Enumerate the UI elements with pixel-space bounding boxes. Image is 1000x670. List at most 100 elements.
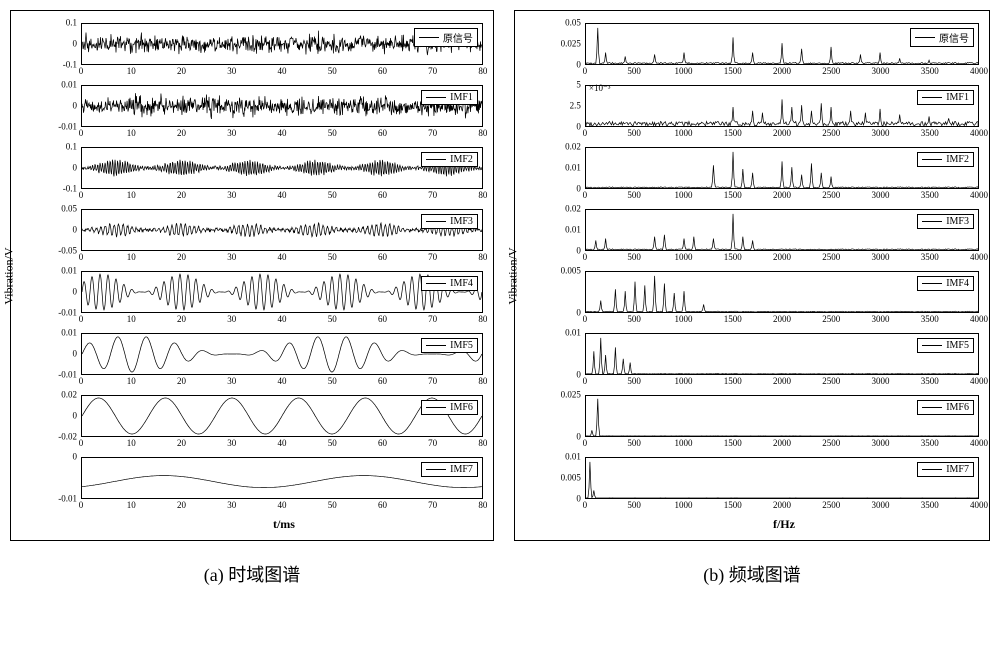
x-ticks: 01020304050607080 bbox=[81, 191, 483, 203]
y-tick-label: -0.01 bbox=[58, 309, 77, 318]
legend-box: IMF5 bbox=[917, 338, 974, 353]
x-tick-label: 70 bbox=[428, 129, 437, 138]
legend-box: IMF7 bbox=[421, 462, 478, 477]
plot-area: IMF1 bbox=[81, 85, 483, 127]
legend-box: IMF5 bbox=[421, 338, 478, 353]
y-ticks: 00.010.02 bbox=[549, 147, 583, 189]
plot-area: IMF2 bbox=[585, 147, 979, 189]
x-tick-label: 60 bbox=[378, 501, 387, 510]
x-tick-label: 500 bbox=[627, 67, 641, 76]
x-tick-label: 30 bbox=[227, 253, 236, 262]
y-ticks: -0.0200.02 bbox=[45, 395, 79, 437]
legend-line-sample bbox=[426, 283, 446, 284]
x-ticks: 05001000150020002500300035004000 bbox=[585, 191, 979, 203]
x-ticks: 05001000150020002500300035004000 bbox=[585, 129, 979, 141]
y-ticks: 02.55 bbox=[549, 85, 583, 127]
y-tick-label: 0.01 bbox=[565, 226, 581, 235]
x-tick-label: 1500 bbox=[724, 253, 742, 262]
plot-area: IMF6 bbox=[81, 395, 483, 437]
x-ticks: 05001000150020002500300035004000 bbox=[585, 253, 979, 265]
subplot: -0.0500.05IMF301020304050607080 bbox=[45, 205, 487, 265]
legend-box: IMF2 bbox=[917, 152, 974, 167]
x-tick-label: 2000 bbox=[773, 439, 791, 448]
y-tick-label: -0.02 bbox=[58, 433, 77, 442]
x-tick-label: 500 bbox=[627, 501, 641, 510]
subplot: 00.010.02IMF2050010001500200025003000350… bbox=[549, 143, 983, 203]
legend-label: IMF2 bbox=[450, 154, 473, 165]
y-tick-label: 0 bbox=[73, 412, 78, 421]
legend-label: IMF7 bbox=[450, 464, 473, 475]
x-tick-label: 40 bbox=[277, 501, 286, 510]
legend-label: IMF7 bbox=[946, 464, 969, 475]
caption-a: (a) 时域图谱 bbox=[10, 561, 494, 587]
legend-label: 原信号 bbox=[939, 30, 969, 45]
y-tick-label: 0.01 bbox=[61, 329, 77, 338]
x-tick-label: 30 bbox=[227, 129, 236, 138]
x-tick-label: 80 bbox=[478, 253, 487, 262]
x-tick-label: 2500 bbox=[822, 129, 840, 138]
x-ticks: 01020304050607080 bbox=[81, 67, 483, 79]
x-tick-label: 4000 bbox=[970, 253, 988, 262]
x-tick-label: 20 bbox=[177, 439, 186, 448]
legend-label: IMF4 bbox=[450, 278, 473, 289]
x-tick-label: 4000 bbox=[970, 315, 988, 324]
x-tick-label: 0 bbox=[583, 439, 588, 448]
y-tick-label: 0 bbox=[576, 495, 581, 504]
x-tick-label: 3000 bbox=[871, 67, 889, 76]
legend-box: 原信号 bbox=[910, 28, 974, 47]
y-tick-label: -0.01 bbox=[58, 371, 77, 380]
plot-area: IMF3 bbox=[585, 209, 979, 251]
x-tick-label: 20 bbox=[177, 129, 186, 138]
subplot: -0.010IMF701020304050607080 bbox=[45, 453, 487, 513]
x-tick-label: 2500 bbox=[822, 253, 840, 262]
x-tick-label: 0 bbox=[79, 439, 84, 448]
y-tick-label: 0 bbox=[576, 123, 581, 132]
y-ticks: 00.0050.01 bbox=[549, 457, 583, 499]
x-tick-label: 30 bbox=[227, 501, 236, 510]
x-tick-label: 60 bbox=[378, 67, 387, 76]
x-tick-label: 50 bbox=[328, 315, 337, 324]
y-ticks: -0.0100.01 bbox=[45, 85, 79, 127]
x-tick-label: 4000 bbox=[970, 191, 988, 200]
legend-label: IMF5 bbox=[450, 340, 473, 351]
x-tick-label: 2000 bbox=[773, 501, 791, 510]
x-tick-label: 30 bbox=[227, 315, 236, 324]
x-ticks: 05001000150020002500300035004000 bbox=[585, 315, 979, 327]
x-tick-label: 20 bbox=[177, 501, 186, 510]
caption-row: (a) 时域图谱 (b) 频域图谱 bbox=[10, 561, 990, 587]
x-tick-label: 60 bbox=[378, 439, 387, 448]
legend-label: IMF5 bbox=[946, 340, 969, 351]
x-tick-label: 2000 bbox=[773, 253, 791, 262]
x-tick-label: 3000 bbox=[871, 129, 889, 138]
x-tick-label: 0 bbox=[583, 191, 588, 200]
legend-box: IMF4 bbox=[917, 276, 974, 291]
x-tick-label: 70 bbox=[428, 253, 437, 262]
x-tick-label: 4000 bbox=[970, 501, 988, 510]
subplot: 00.01IMF50500100015002000250030003500400… bbox=[549, 329, 983, 389]
y-ticks: 00.025 bbox=[549, 395, 583, 437]
x-tick-label: 3500 bbox=[921, 439, 939, 448]
x-tick-label: 50 bbox=[328, 67, 337, 76]
y-tick-label: 0 bbox=[576, 61, 581, 70]
legend-label: IMF6 bbox=[946, 402, 969, 413]
subplot: 00.025IMF6050010001500200025003000350040… bbox=[549, 391, 983, 451]
x-tick-label: 40 bbox=[277, 129, 286, 138]
y-tick-label: 0.05 bbox=[61, 205, 77, 214]
x-tick-label: 40 bbox=[277, 377, 286, 386]
legend-label: IMF3 bbox=[450, 216, 473, 227]
x-tick-label: 20 bbox=[177, 191, 186, 200]
y-ticks: -0.0100.01 bbox=[45, 333, 79, 375]
x-tick-label: 10 bbox=[127, 439, 136, 448]
y-tick-label: 2.5 bbox=[570, 102, 581, 111]
legend-label: IMF3 bbox=[946, 216, 969, 227]
y-tick-label: -0.1 bbox=[63, 61, 77, 70]
y-tick-label: 0 bbox=[73, 350, 78, 359]
y-tick-label: 0.01 bbox=[565, 329, 581, 338]
subplot: 00.010.02IMF3050010001500200025003000350… bbox=[549, 205, 983, 265]
legend-box: 原信号 bbox=[414, 28, 478, 47]
x-tick-label: 1000 bbox=[674, 377, 692, 386]
x-tick-label: 500 bbox=[627, 191, 641, 200]
y-tick-label: 0.01 bbox=[61, 267, 77, 276]
x-tick-label: 500 bbox=[627, 439, 641, 448]
x-tick-label: 3500 bbox=[921, 315, 939, 324]
